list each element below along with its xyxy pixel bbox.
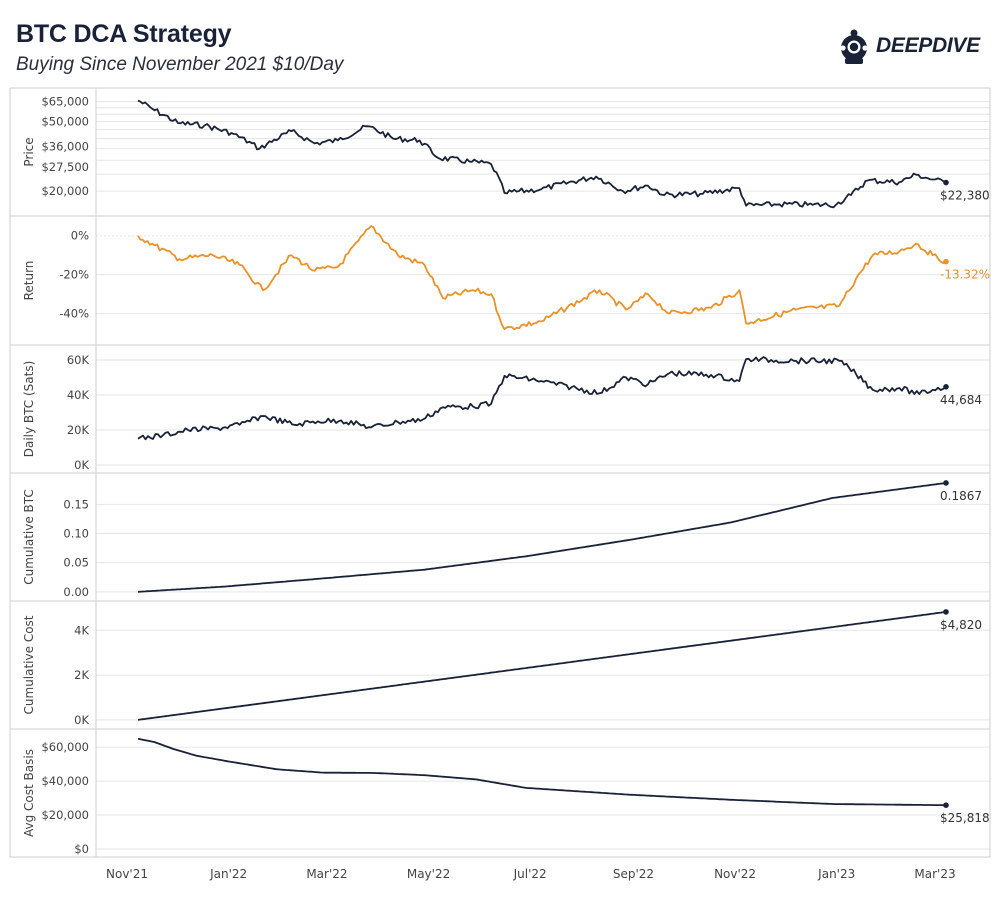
y-axis-label: Cumulative BTC [22, 489, 36, 585]
y-axis-label: Avg Cost Basis [22, 749, 36, 837]
series-line-daily_btc [137, 356, 947, 441]
end-value-label: $22,380 [940, 189, 990, 203]
y-tick-label: $40,000 [41, 774, 89, 788]
y-tick-label: $0 [74, 842, 89, 856]
y-tick-label: $36,000 [41, 139, 89, 153]
y-tick-label: 0% [71, 229, 89, 243]
x-tick-label: Nov'21 [106, 867, 148, 881]
y-tick-label: -40% [59, 307, 89, 321]
y-tick-label: $50,000 [41, 115, 89, 129]
endpoint-marker [943, 179, 949, 186]
logo-wordmark: DEEPDIVE [876, 34, 980, 57]
x-tick-label: Sep'22 [613, 867, 654, 881]
x-tick-label: Jul'22 [513, 867, 547, 881]
end-value-label: $25,818 [940, 811, 990, 825]
y-axis-label: Cumulative Cost [22, 615, 36, 714]
y-tick-label: 0.05 [63, 556, 89, 570]
series-line-price [137, 99, 947, 209]
endpoint-marker [943, 258, 949, 265]
y-tick-label: 40K [67, 388, 90, 402]
end-value-label: $4,820 [940, 618, 982, 632]
end-value-label: 0.1867 [940, 489, 982, 503]
y-tick-label: 4K [74, 623, 89, 637]
endpoint-marker [943, 802, 949, 808]
x-tick-label: Mar'22 [306, 867, 347, 881]
series-line-cumulative_cost [137, 611, 947, 721]
y-tick-label: 2K [74, 668, 89, 682]
chart-title: BTC DCA Strategy [16, 20, 232, 48]
y-tick-label: 0.00 [63, 585, 89, 599]
y-tick-label: $27,500 [41, 160, 89, 174]
end-value-label: -13.32% [940, 268, 990, 282]
series-line-avg_cost_basis [137, 737, 946, 807]
y-tick-label: 60K [67, 353, 90, 367]
x-tick-label: Jan'23 [817, 867, 855, 881]
endpoint-marker [943, 609, 949, 615]
y-tick-label: 0K [74, 458, 89, 472]
diver-helmet-icon [840, 29, 868, 64]
y-axis-label: Daily BTC (Sats) [22, 361, 36, 458]
y-tick-label: 20K [67, 423, 90, 437]
y-tick-label: 0.15 [63, 497, 89, 511]
x-tick-label: Nov'22 [714, 867, 756, 881]
deepdive-logo: DEEPDIVE [838, 26, 980, 66]
endpoint-marker [943, 480, 949, 486]
end-value-label: 44,684 [940, 393, 982, 407]
series-line-cumulative_btc [137, 482, 947, 593]
y-axis-label: Price [22, 137, 36, 166]
y-tick-label: 0K [74, 713, 89, 727]
chart-subtitle: Buying Since November 2021 $10/Day [16, 54, 344, 75]
y-tick-label: $20,000 [41, 184, 89, 198]
series-line-return [137, 225, 947, 331]
y-tick-label: -20% [59, 268, 89, 282]
x-tick-label: Jan'22 [209, 867, 247, 881]
y-tick-label: $20,000 [41, 808, 89, 822]
y-tick-label: $60,000 [41, 740, 89, 754]
y-tick-label: 0.10 [63, 527, 89, 541]
y-axis-label: Return [22, 261, 36, 301]
endpoint-marker [943, 384, 949, 390]
x-tick-label: May'22 [407, 867, 450, 881]
y-tick-label: $65,000 [41, 95, 89, 109]
x-tick-label: Mar'23 [914, 867, 955, 881]
